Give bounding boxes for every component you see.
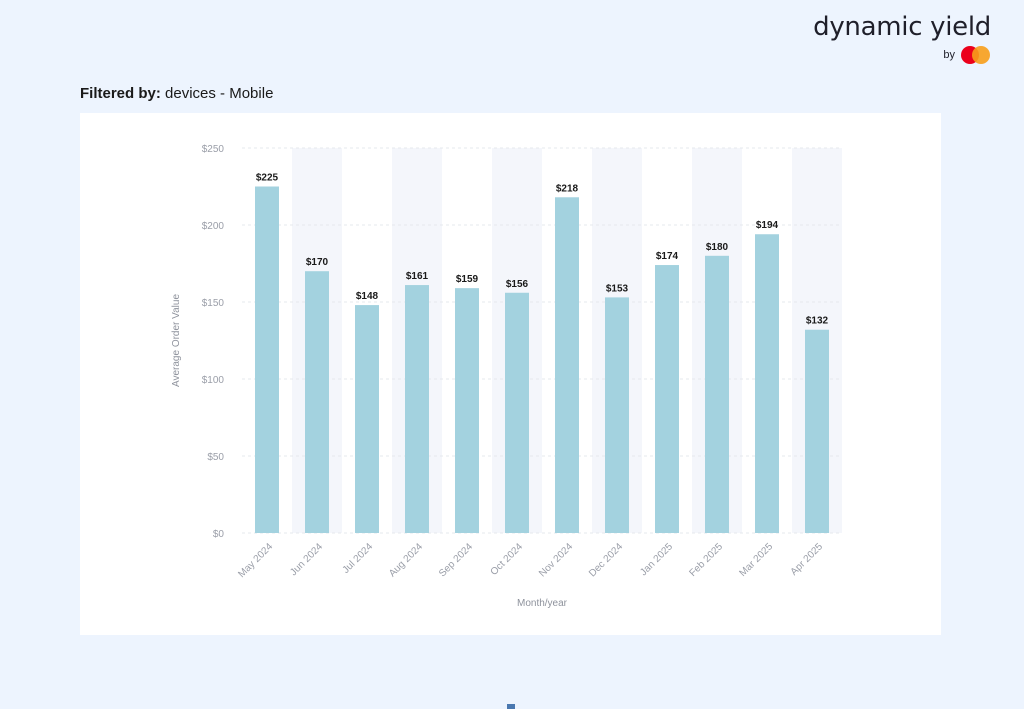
x-tick-label: Jul 2024 [341,541,376,576]
bar [405,285,429,533]
y-tick-label: $150 [202,298,225,309]
bar-data-label: $225 [256,173,279,184]
mastercard-logo-icon [961,46,991,64]
bar-data-label: $180 [706,242,729,253]
bar [655,265,679,533]
filter-label: Filtered by: [80,85,161,102]
bar-data-label: $174 [656,251,679,262]
bar-data-label: $159 [456,274,479,285]
y-tick-label: $0 [213,529,225,540]
bar-data-label: $170 [306,257,329,268]
bar [505,292,529,533]
bar-data-label: $132 [806,316,829,327]
x-tick-label: Aug 2024 [387,541,425,579]
bar [555,197,579,533]
chart-card: $0 $50 $100 $150 $200 $250 $225 May 2024 $170 Jun… [80,113,941,635]
y-tick-label: $200 [202,221,225,232]
brand-logo: dynamic yield by [813,10,991,64]
bar [805,329,829,533]
bar [305,271,329,533]
bar-data-label: $153 [606,283,629,294]
bar-data-label: $156 [506,279,529,290]
bar [255,186,279,533]
x-tick-label: Dec 2024 [587,541,625,579]
x-tick-label: Oct 2024 [489,541,526,578]
brand-byline: by [813,46,991,64]
bar-chart: $0 $50 $100 $150 $200 $250 $225 May 2024 $170 Jun… [171,144,842,609]
bar [355,305,379,533]
filter-summary: Filtered by: devices - Mobile [80,85,273,102]
brand-name: dynamic yield [813,12,991,42]
x-tick-label: Nov 2024 [537,541,575,579]
x-tick-label: Mar 2025 [737,541,775,579]
y-tick-label: $100 [202,375,225,386]
bar [605,297,629,533]
bar-data-label: $161 [406,271,429,282]
x-tick-label: Jan 2025 [638,541,675,578]
bar [455,288,479,533]
y-tick-label: $250 [202,144,225,155]
y-axis-title: Average Order Value [171,294,182,387]
x-tick-label: Feb 2025 [687,541,725,579]
x-tick-label: Apr 2025 [789,541,826,578]
bar-data-label: $218 [556,183,579,194]
x-tick-label: May 2024 [236,541,275,580]
bar [755,234,779,533]
x-tick-label: Jun 2024 [288,541,325,578]
x-tick-label: Sep 2024 [437,541,475,579]
scroll-indicator [507,704,515,709]
bar-data-label: $148 [356,291,379,302]
y-tick-label: $50 [207,452,224,463]
brand-by-label: by [943,49,955,61]
filter-value: devices - Mobile [165,85,274,102]
x-axis-title: Month/year [517,598,568,609]
bar [705,255,729,534]
bar-data-label: $194 [756,220,779,231]
